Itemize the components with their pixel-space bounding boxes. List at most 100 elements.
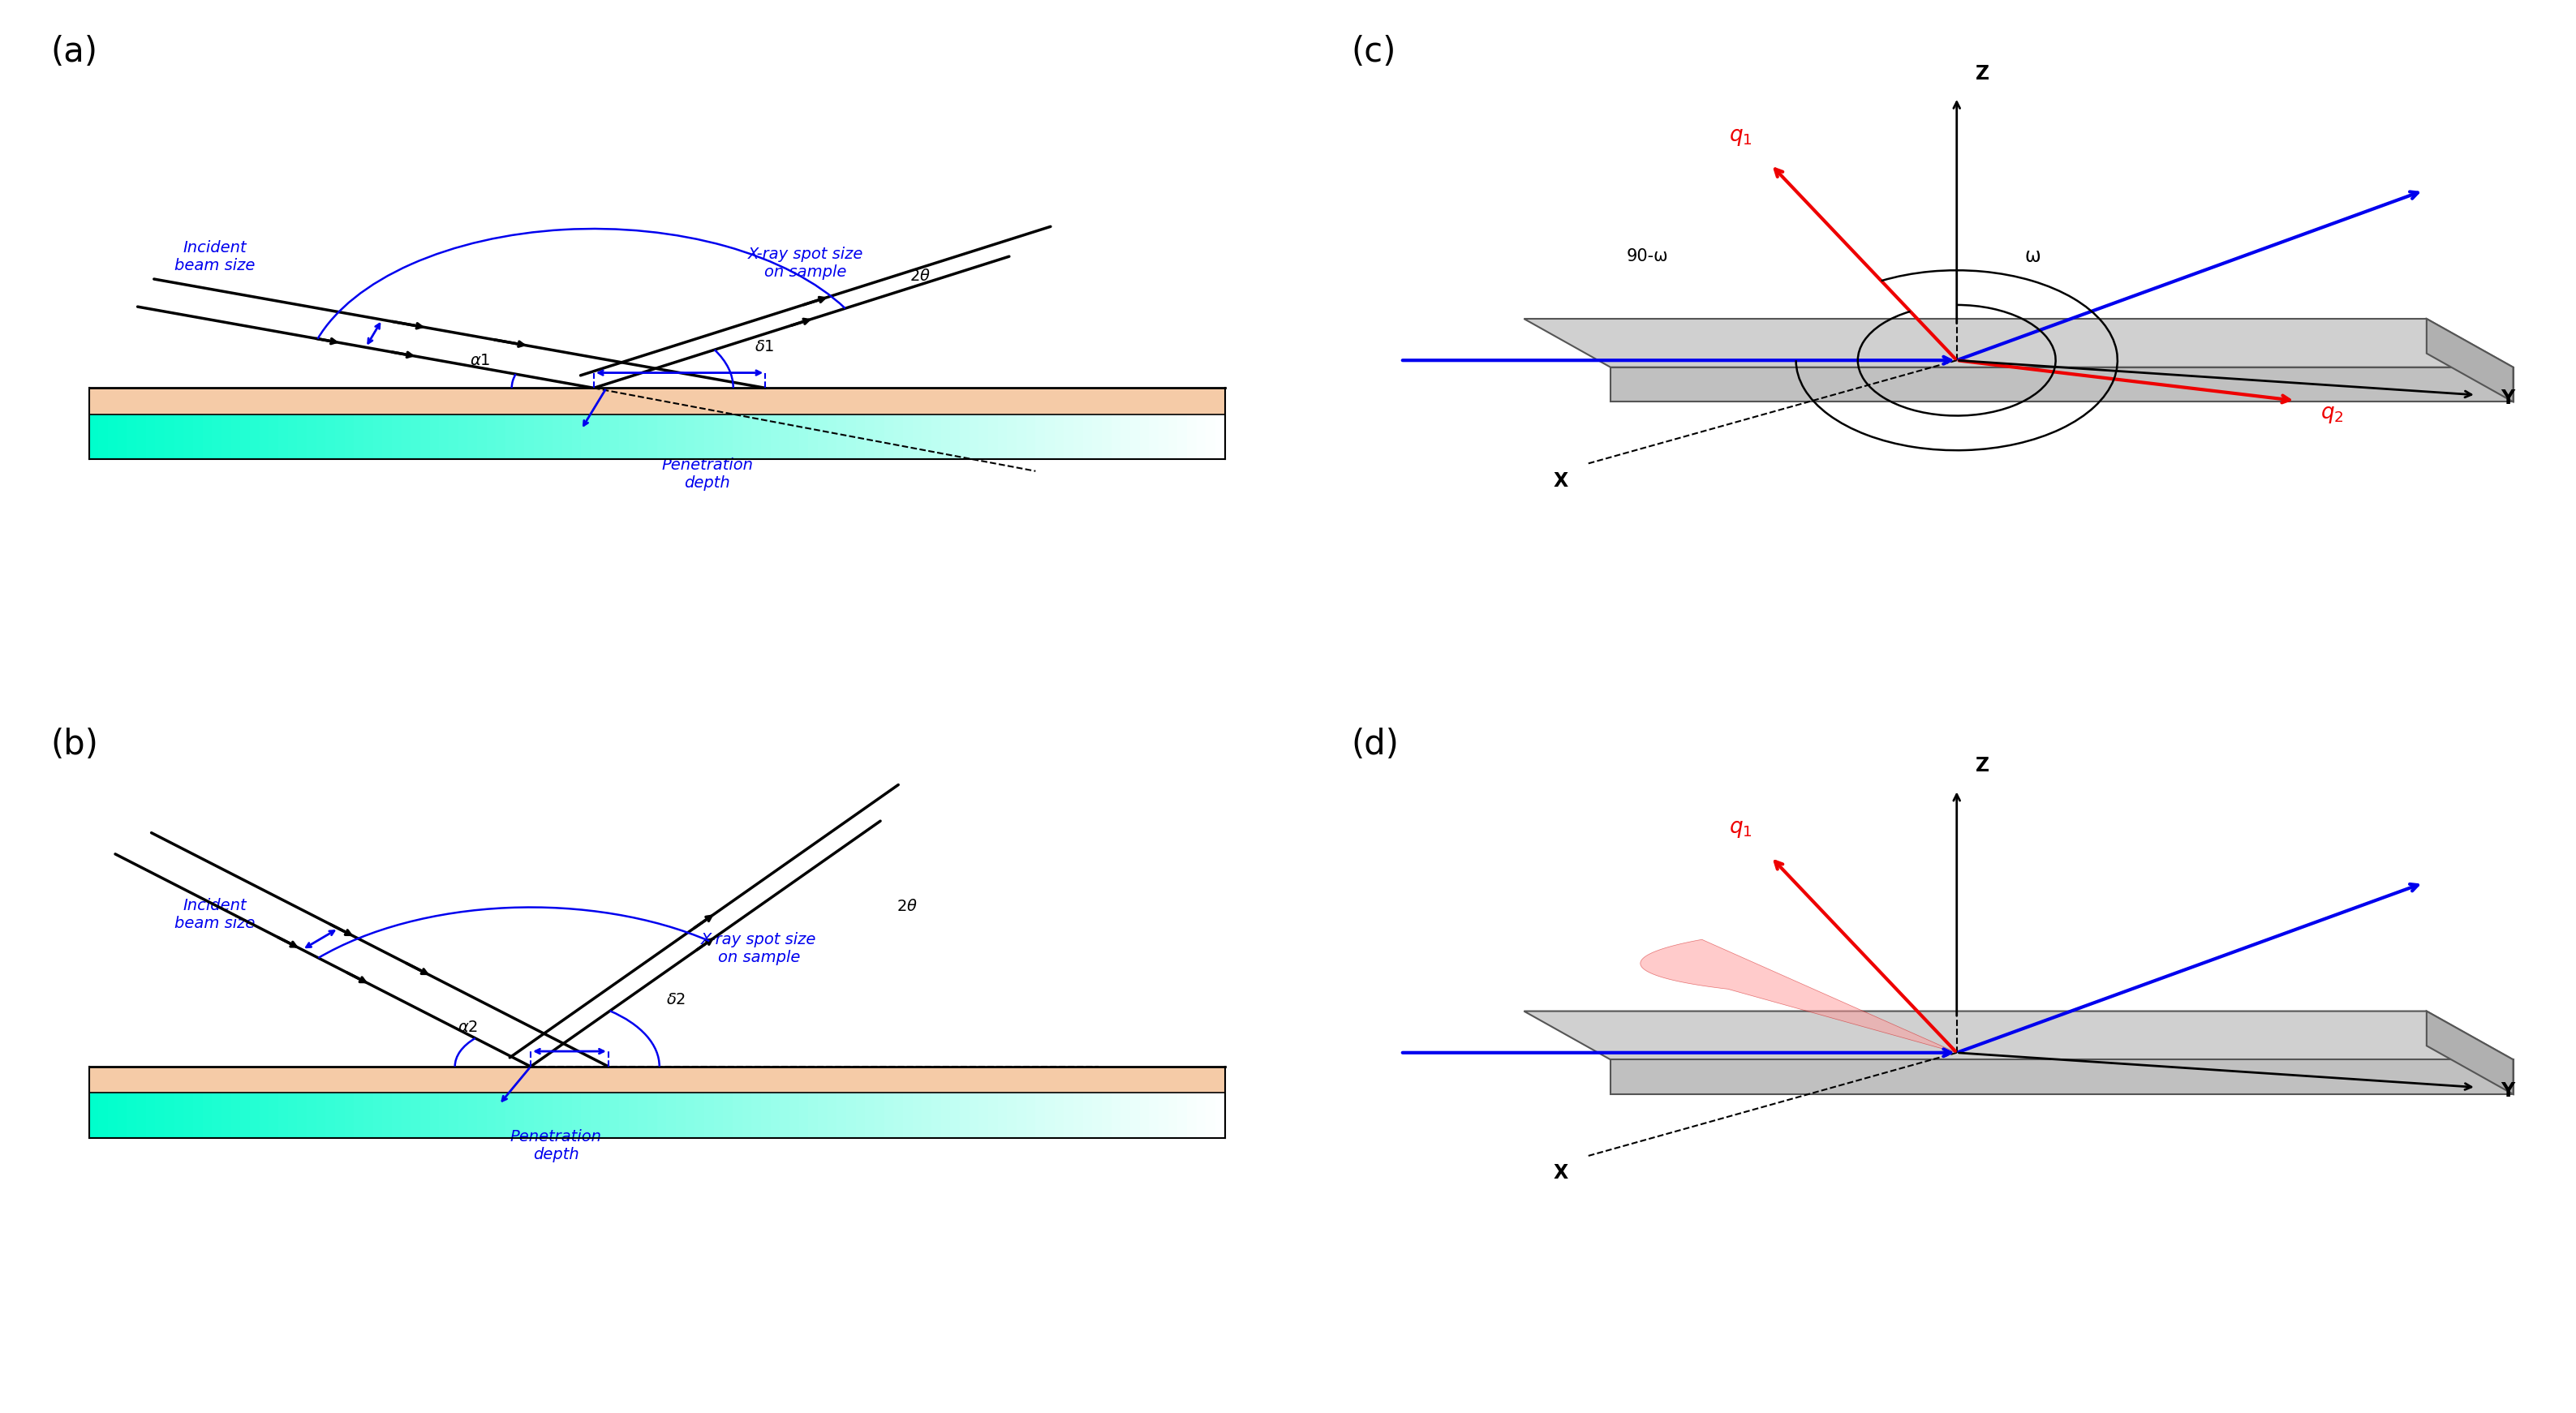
Bar xyxy=(260,414,270,459)
Bar xyxy=(1139,1092,1151,1137)
Text: Incident
beam size: Incident beam size xyxy=(175,240,255,273)
Bar xyxy=(544,414,556,459)
Bar xyxy=(1149,1092,1162,1137)
Text: Penetration
depth: Penetration depth xyxy=(662,458,752,490)
Bar xyxy=(317,414,327,459)
Bar xyxy=(827,414,840,459)
Text: Y: Y xyxy=(2501,389,2514,408)
Bar xyxy=(1159,414,1170,459)
Bar xyxy=(760,414,773,459)
Bar xyxy=(497,1092,507,1137)
Bar xyxy=(989,1092,999,1137)
Bar xyxy=(788,414,801,459)
Bar xyxy=(487,1092,500,1137)
Bar xyxy=(374,1092,384,1137)
Bar xyxy=(1167,1092,1180,1137)
Bar xyxy=(1139,414,1151,459)
Bar xyxy=(1121,1092,1133,1137)
Bar xyxy=(904,1092,914,1137)
Bar xyxy=(175,1092,185,1137)
Bar xyxy=(845,414,858,459)
Text: $\alpha$2: $\alpha$2 xyxy=(459,1020,477,1036)
Bar xyxy=(240,414,252,459)
Bar xyxy=(1216,1092,1226,1137)
Text: 90-ω: 90-ω xyxy=(1625,249,1669,264)
Bar xyxy=(760,1092,773,1137)
Text: $\delta$1: $\delta$1 xyxy=(755,339,775,355)
Bar xyxy=(855,414,868,459)
Bar xyxy=(894,1092,907,1137)
Bar xyxy=(657,1092,670,1137)
Bar xyxy=(1177,414,1190,459)
Bar xyxy=(647,414,659,459)
Bar xyxy=(118,414,129,459)
Bar xyxy=(147,414,157,459)
Bar xyxy=(88,414,100,459)
Bar xyxy=(459,414,469,459)
Bar xyxy=(1082,414,1095,459)
Bar xyxy=(278,1092,291,1137)
Bar xyxy=(951,1092,963,1137)
Bar xyxy=(268,1092,281,1137)
Bar xyxy=(430,414,440,459)
Bar xyxy=(353,1092,366,1137)
Bar xyxy=(126,414,139,459)
Bar xyxy=(742,414,755,459)
Bar xyxy=(250,1092,263,1137)
Bar xyxy=(1131,414,1141,459)
Bar xyxy=(1082,1092,1095,1137)
Bar xyxy=(88,1092,100,1137)
Bar xyxy=(126,1092,139,1137)
Bar xyxy=(211,1092,224,1137)
Bar xyxy=(469,414,479,459)
Bar xyxy=(809,1092,819,1137)
Bar xyxy=(639,414,649,459)
Bar xyxy=(940,414,953,459)
Bar xyxy=(922,1092,935,1137)
Bar xyxy=(647,1092,659,1137)
Bar xyxy=(1177,1092,1190,1137)
Bar xyxy=(147,1092,157,1137)
Bar xyxy=(307,414,319,459)
Bar xyxy=(912,1092,925,1137)
Bar xyxy=(1007,1092,1020,1137)
Bar xyxy=(118,1092,129,1137)
Bar xyxy=(600,414,613,459)
Bar xyxy=(250,414,263,459)
Bar xyxy=(770,1092,783,1137)
Bar xyxy=(448,414,461,459)
Bar xyxy=(675,1092,688,1137)
Text: Incident
beam size: Incident beam size xyxy=(175,897,255,931)
Bar xyxy=(183,414,196,459)
Bar xyxy=(562,414,574,459)
Bar xyxy=(1007,414,1020,459)
Bar xyxy=(420,1092,433,1137)
Bar xyxy=(363,414,376,459)
Bar xyxy=(951,414,963,459)
Bar xyxy=(817,1092,829,1137)
Text: Penetration
depth: Penetration depth xyxy=(510,1129,603,1161)
Bar xyxy=(430,1092,440,1137)
Bar xyxy=(1092,414,1105,459)
Text: $\alpha$1: $\alpha$1 xyxy=(469,353,489,369)
Bar xyxy=(289,414,299,459)
Bar xyxy=(108,1092,121,1137)
Bar xyxy=(477,1092,489,1137)
Bar xyxy=(714,414,726,459)
Bar xyxy=(1036,414,1048,459)
Bar xyxy=(657,414,670,459)
Polygon shape xyxy=(1610,1060,2514,1094)
Bar xyxy=(933,414,943,459)
Polygon shape xyxy=(1525,1012,2514,1060)
Bar xyxy=(696,1092,706,1137)
Bar xyxy=(325,1092,337,1137)
Bar xyxy=(335,1092,348,1137)
Bar xyxy=(325,414,337,459)
Bar xyxy=(1054,414,1066,459)
Text: 2$\theta$: 2$\theta$ xyxy=(896,899,917,914)
Bar xyxy=(667,414,677,459)
Bar xyxy=(307,1092,319,1137)
Bar xyxy=(1195,414,1208,459)
Bar xyxy=(410,1092,422,1137)
Bar xyxy=(781,1092,791,1137)
